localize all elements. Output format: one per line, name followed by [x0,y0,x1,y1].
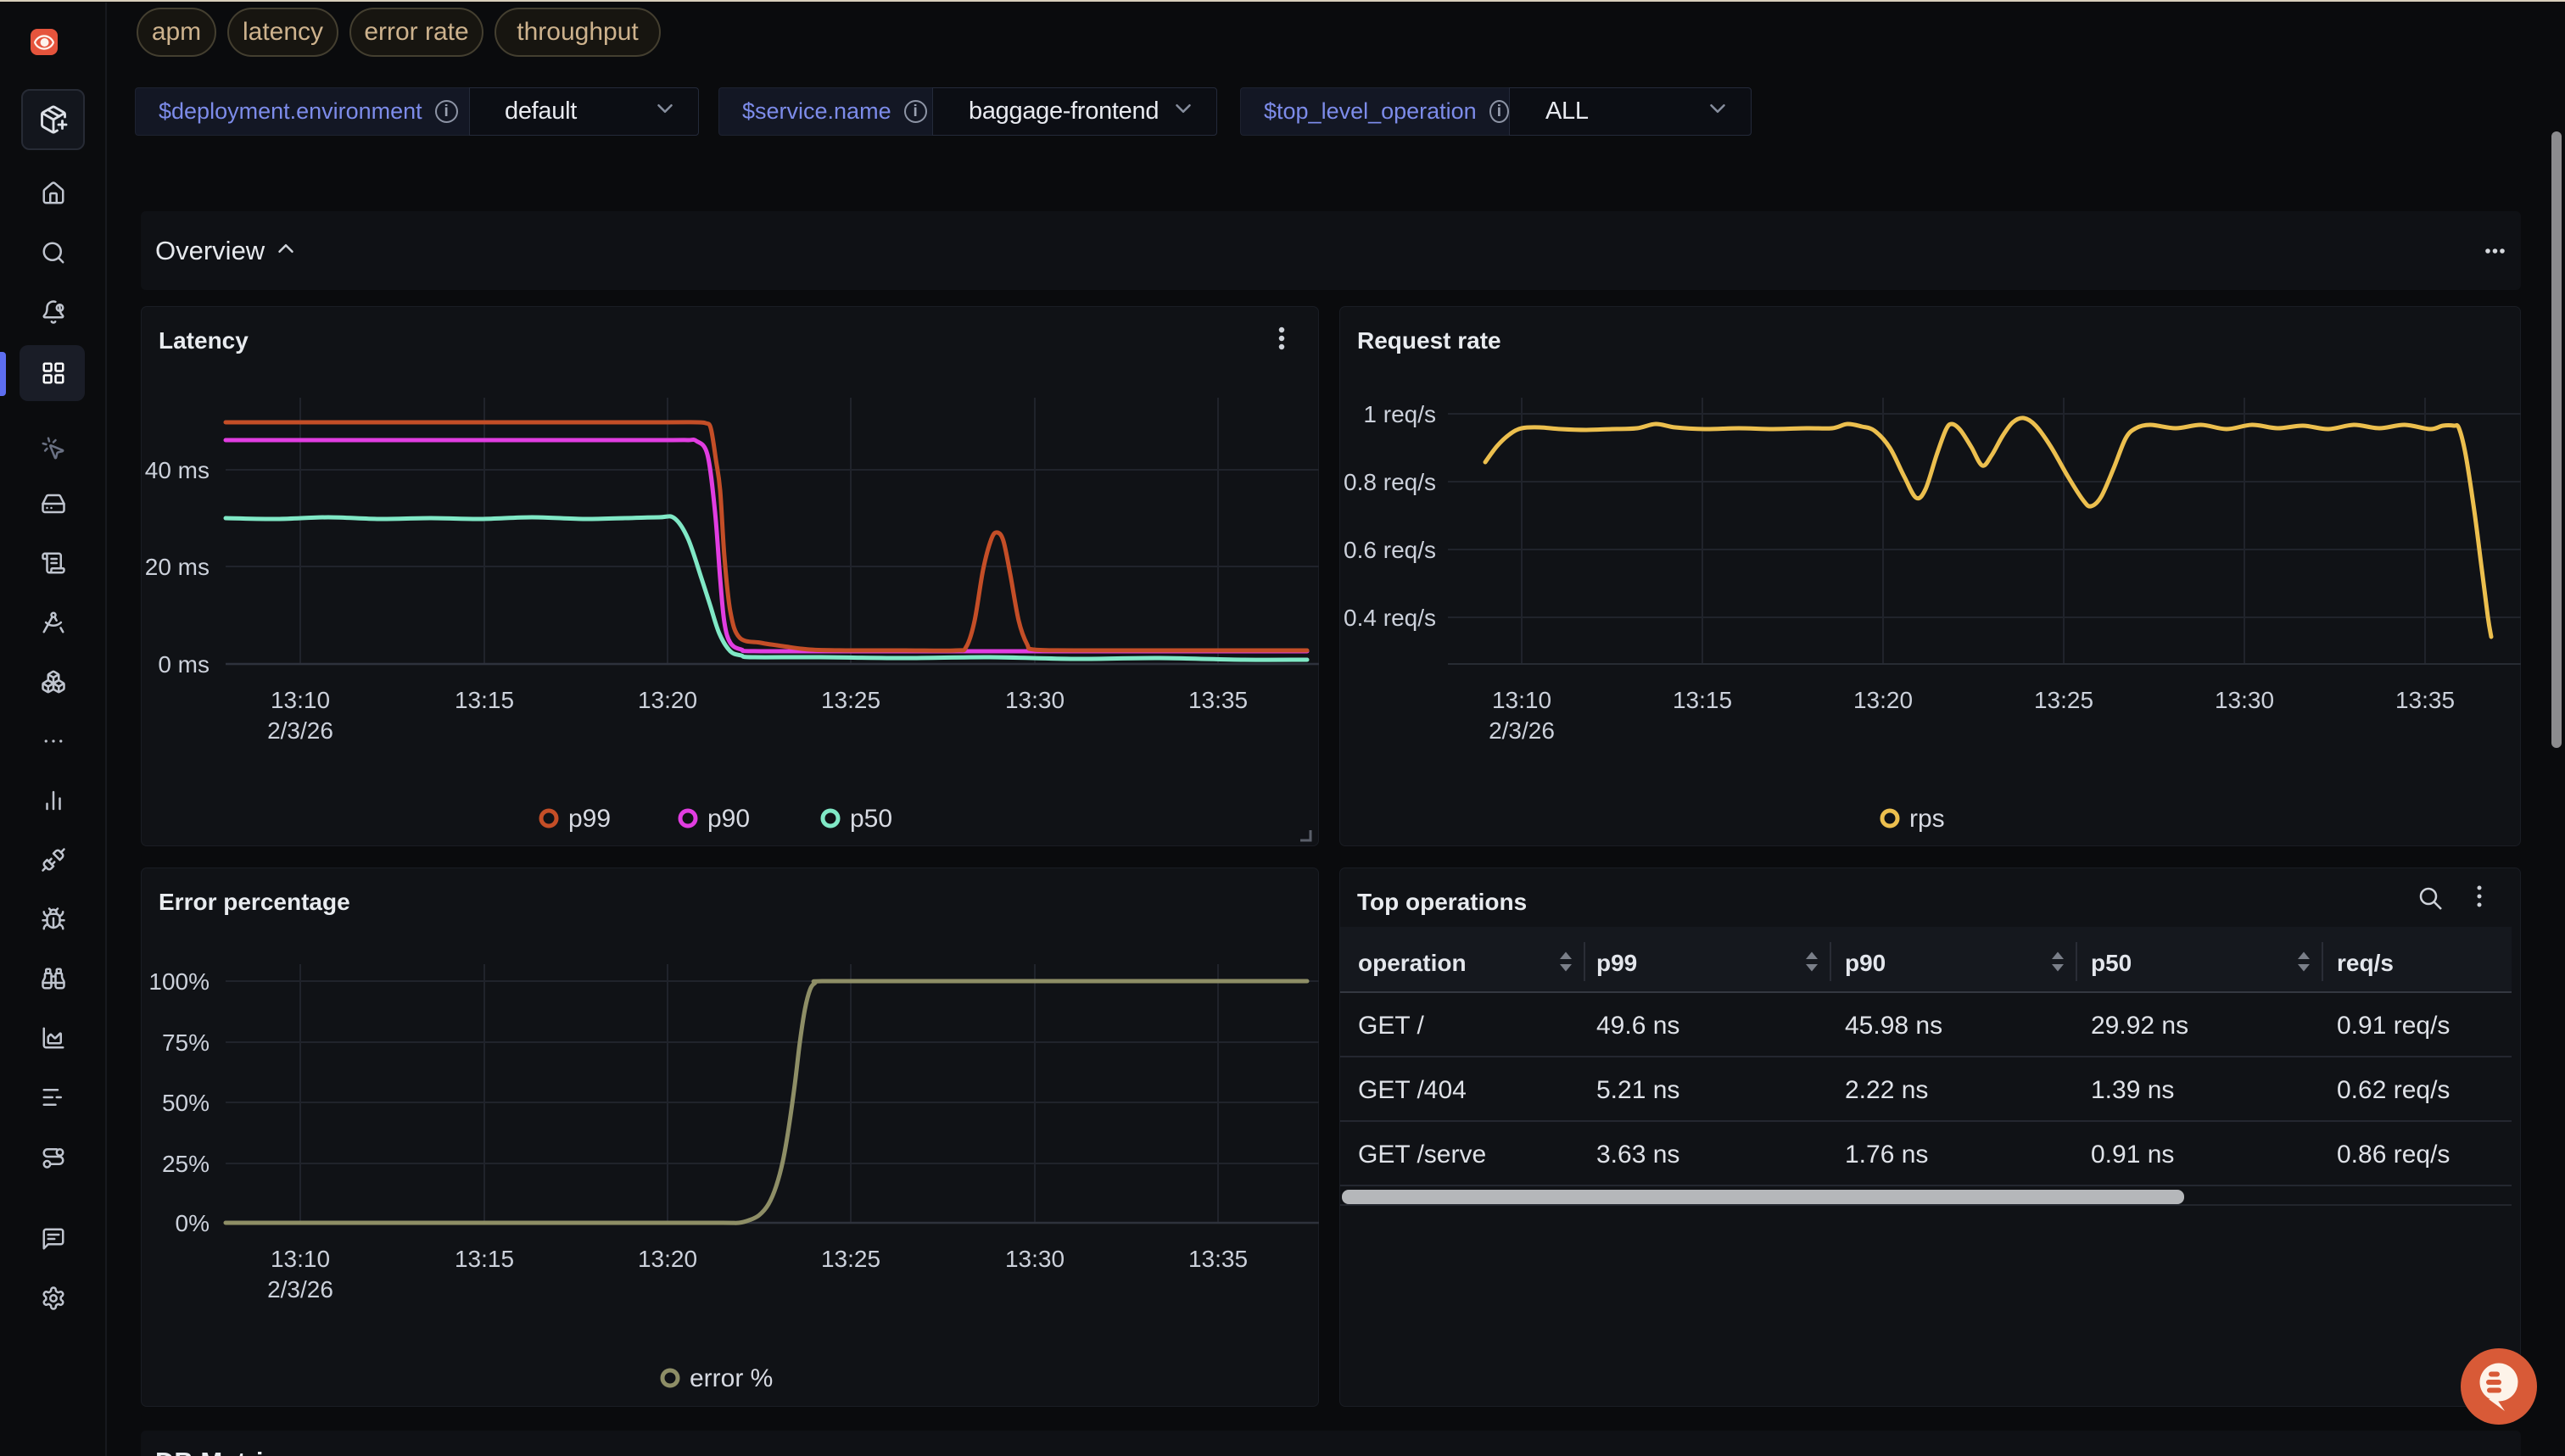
svg-text:25%: 25% [162,1151,210,1177]
svg-text:req/s: req/s [2337,950,2394,976]
svg-text:error %: error % [690,1364,773,1392]
svg-text:1 req/s: 1 req/s [1363,401,1436,427]
svg-text:0.91 ns: 0.91 ns [2091,1141,2174,1169]
svg-text:p90: p90 [707,805,750,833]
svg-text:GET /: GET / [1358,1012,1424,1040]
svg-text:40 ms: 40 ms [145,457,210,483]
svg-text:20 ms: 20 ms [145,554,210,580]
svg-text:0.4 req/s: 0.4 req/s [1344,605,1436,631]
svg-text:13:25: 13:25 [821,687,880,713]
svg-text:0.91 req/s: 0.91 req/s [2337,1012,2450,1040]
svg-text:13:30: 13:30 [2215,687,2274,713]
svg-text:0 ms: 0 ms [158,651,210,678]
svg-text:13:30: 13:30 [1005,1246,1065,1272]
svg-text:p99: p99 [1596,950,1637,976]
svg-text:29.92 ns: 29.92 ns [2091,1012,2188,1040]
svg-text:p50: p50 [2091,950,2132,976]
svg-text:13:30: 13:30 [1005,687,1065,713]
svg-text:50%: 50% [162,1090,210,1116]
svg-text:GET /404: GET /404 [1358,1076,1467,1104]
svg-text:0.8 req/s: 0.8 req/s [1344,469,1436,495]
svg-text:operation: operation [1358,950,1467,976]
svg-text:13:15: 13:15 [455,1246,514,1272]
svg-text:13:10: 13:10 [1492,687,1551,713]
svg-text:13:25: 13:25 [821,1246,880,1272]
svg-text:45.98 ns: 45.98 ns [1845,1012,1942,1040]
svg-text:1.39 ns: 1.39 ns [2091,1076,2174,1104]
svg-text:p90: p90 [1845,950,1886,976]
svg-text:13:35: 13:35 [2395,687,2455,713]
svg-text:1.76 ns: 1.76 ns [1845,1141,1928,1169]
svg-text:p99: p99 [568,805,611,833]
svg-text:2/3/26: 2/3/26 [267,717,333,744]
svg-text:0.6 req/s: 0.6 req/s [1344,537,1436,563]
svg-text:13:15: 13:15 [1673,687,1732,713]
svg-text:5.21 ns: 5.21 ns [1596,1076,1679,1104]
svg-text:13:20: 13:20 [1853,687,1913,713]
svg-text:49.6 ns: 49.6 ns [1596,1012,1679,1040]
svg-text:2/3/26: 2/3/26 [1489,717,1555,744]
svg-text:p50: p50 [850,805,892,833]
svg-text:13:10: 13:10 [271,687,330,713]
svg-text:13:15: 13:15 [455,687,514,713]
svg-text:2.22 ns: 2.22 ns [1845,1076,1928,1104]
svg-text:13:20: 13:20 [638,687,697,713]
svg-text:13:25: 13:25 [2034,687,2093,713]
svg-text:13:20: 13:20 [638,1246,697,1272]
svg-text:13:35: 13:35 [1188,687,1248,713]
svg-text:75%: 75% [162,1029,210,1056]
svg-text:0.86 req/s: 0.86 req/s [2337,1141,2450,1169]
svg-text:rps: rps [1909,805,1945,833]
svg-text:0%: 0% [176,1210,210,1236]
svg-text:0.62 req/s: 0.62 req/s [2337,1076,2450,1104]
svg-text:2/3/26: 2/3/26 [267,1276,333,1303]
svg-text:100%: 100% [148,968,210,995]
svg-text:13:10: 13:10 [271,1246,330,1272]
svg-text:GET /serve: GET /serve [1358,1141,1486,1169]
svg-text:3.63 ns: 3.63 ns [1596,1141,1679,1169]
svg-text:13:35: 13:35 [1188,1246,1248,1272]
